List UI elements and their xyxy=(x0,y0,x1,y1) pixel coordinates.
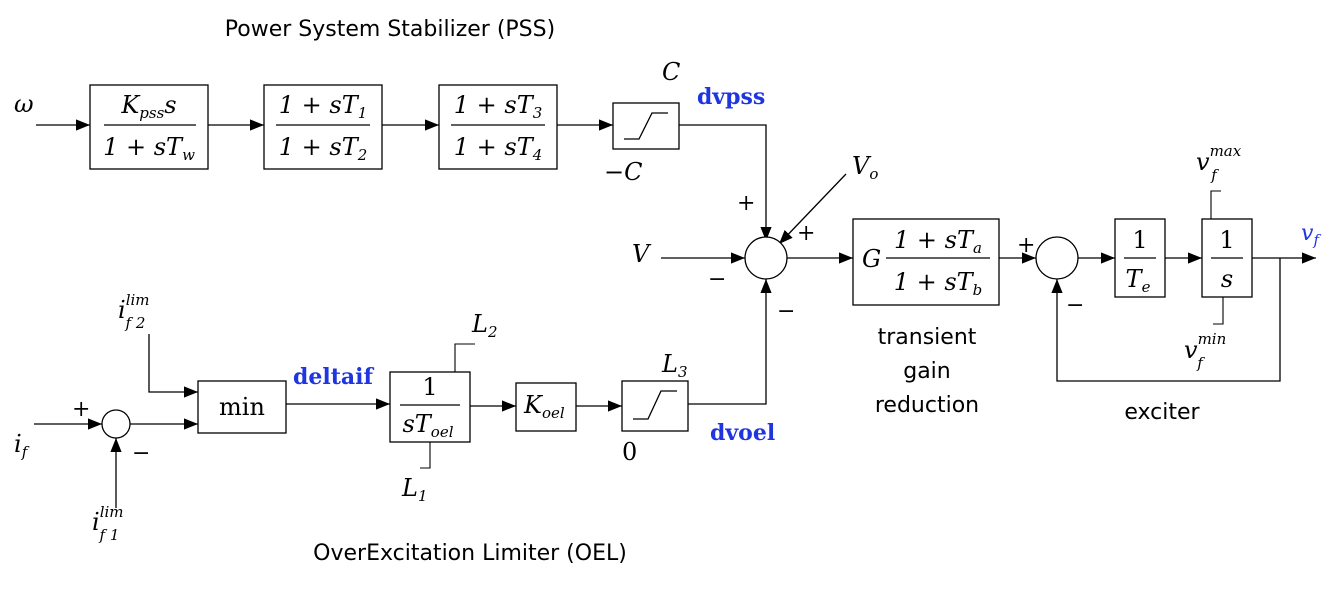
tgr-numerator: 1 + sTa xyxy=(894,226,982,257)
lead-lag-2-numerator: 1 + sT3 xyxy=(454,91,543,122)
integrator-upper-limit-mark xyxy=(1210,190,1221,219)
lead-lag-1-block xyxy=(263,84,383,170)
oel-limit-L3: L3 xyxy=(661,350,687,381)
te-denominator: Te xyxy=(1126,265,1151,296)
pss-limiter-saturation-icon xyxy=(624,112,668,140)
exciter-minus-sign: − xyxy=(1066,293,1084,318)
pss-limit-upper: C xyxy=(662,58,680,86)
oel-limit-L1: L1 xyxy=(401,474,427,505)
dvpss-plus-sign: + xyxy=(737,191,755,216)
v-input-label: V xyxy=(632,240,652,268)
lead-lag-2-block xyxy=(438,84,558,170)
integrator-denominator: s xyxy=(1221,265,1233,293)
exciter-feedback-wire xyxy=(1051,258,1281,382)
v-minus-sign: − xyxy=(708,267,726,292)
vf-min-label: vmin f xyxy=(1184,330,1226,372)
dvoel-signal-label: dvoel xyxy=(710,420,775,446)
oel-integrator-numerator: 1 xyxy=(422,373,437,401)
tgr-gain: G xyxy=(862,245,881,273)
transient-caption-line2: gain xyxy=(903,359,951,384)
oel-summing-junction xyxy=(101,409,131,439)
exciter-summing-junction xyxy=(1035,236,1079,280)
dvoel-minus-sign: − xyxy=(777,299,795,324)
iflim1-input-label: ilim f 1 xyxy=(92,503,124,544)
min-block-label: min xyxy=(219,393,265,421)
if-input-label: if xyxy=(14,430,30,461)
vo-input-label: Vo xyxy=(852,152,878,183)
integrator-lower-limit-mark xyxy=(1213,297,1224,325)
exciter-plus-sign: + xyxy=(1017,233,1035,258)
pss-caption: Power System Stabilizer (PSS) xyxy=(225,17,555,42)
deltaif-signal-label: deltaif xyxy=(293,364,375,390)
te-numerator: 1 xyxy=(1132,226,1147,254)
oel-integrator-denominator: sToel xyxy=(402,410,453,441)
vo-wire xyxy=(778,173,847,245)
oel-limit-zero: 0 xyxy=(622,438,637,466)
transient-caption-line1: transient xyxy=(878,325,977,350)
oel-limiter-saturation-icon xyxy=(633,390,677,420)
dvpss-wire xyxy=(679,124,772,241)
omega-input-label: ω xyxy=(14,90,34,118)
exciter-caption: exciter xyxy=(1124,400,1200,425)
oel-integrator-lower-limit-mark xyxy=(420,442,431,469)
iflim1-minus-sign: − xyxy=(132,441,150,466)
iflim2-input-label: ilim f 2 xyxy=(118,291,150,332)
vf-max-label: vmax f xyxy=(1196,142,1242,184)
washout-denominator: 1 + sTw xyxy=(103,133,195,164)
dvpss-signal-label: dvpss xyxy=(697,84,765,110)
transient-caption-line3: reduction xyxy=(875,393,979,418)
iflim2-wire xyxy=(148,334,198,398)
dvoel-wire xyxy=(688,279,772,405)
vo-plus-sign: + xyxy=(797,221,815,246)
oel-integrator-block xyxy=(389,371,471,443)
integrator-numerator: 1 xyxy=(1219,226,1234,254)
washout-numerator: Kpsss xyxy=(120,91,176,122)
main-summing-junction xyxy=(744,236,788,280)
oel-caption: OverExcitation Limiter (OEL) xyxy=(313,541,627,566)
koel-block xyxy=(515,382,577,432)
pss-limit-lower: −C xyxy=(604,158,642,186)
min-block xyxy=(197,380,287,434)
lead-lag-1-denominator: 1 + sT2 xyxy=(279,133,368,164)
tgr-block xyxy=(852,218,1000,306)
lead-lag-2-denominator: 1 + sT4 xyxy=(454,133,543,164)
oel-limit-L2: L2 xyxy=(471,310,497,341)
vf-output-label: vf xyxy=(1301,221,1321,249)
oel-limiter-block xyxy=(621,380,689,432)
koel-label: Koel xyxy=(523,391,565,422)
oel-integrator-upper-limit-mark xyxy=(454,343,475,372)
washout-block xyxy=(89,84,209,170)
lead-lag-1-numerator: 1 + sT1 xyxy=(279,91,368,122)
if-plus-sign: + xyxy=(72,397,90,422)
tgr-denominator: 1 + sTb xyxy=(894,268,983,299)
